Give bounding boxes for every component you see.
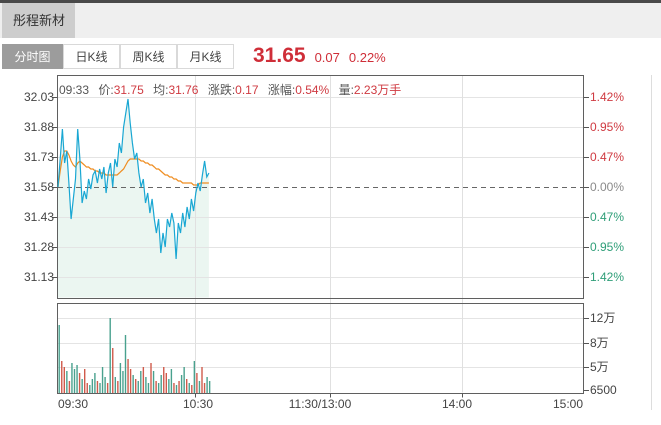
time-axis-label: 11:30/13:00	[288, 397, 352, 411]
price-axis-label: 31.13	[23, 270, 54, 284]
price-change-percent: 0.22%	[348, 50, 386, 65]
info-change-label: 涨跌:	[207, 83, 236, 97]
tab-daily-k[interactable]: 日K线	[63, 44, 120, 69]
quote-block: 31.65 0.07 0.22%	[253, 44, 386, 70]
info-price-value: 31.75	[113, 83, 144, 97]
price-axis-label: 31.88	[23, 120, 54, 134]
time-axis-label: 15:00	[552, 397, 583, 411]
header-bar: 彤程新材	[0, 3, 661, 38]
right-panel-divider	[651, 75, 652, 410]
info-avg-label: 均:	[153, 83, 169, 97]
percent-axis-label: 0.47%	[590, 150, 625, 164]
price-axis-label: 31.73	[23, 150, 54, 164]
info-avg-value: 31.76	[168, 83, 199, 97]
time-axis-label: 10:30	[182, 397, 214, 411]
crosshair-info-bar: 09:33 价:31.75 均:31.76 涨跌:0.17 涨幅:0.54% 量…	[59, 81, 401, 98]
stock-name: 彤程新材	[13, 13, 66, 28]
percent-axis-label: 0.00%	[590, 180, 625, 194]
tab-monthly-k[interactable]: 月K线	[177, 44, 234, 69]
price-axis-label: 32.03	[23, 90, 54, 104]
volume-axis-label: 12万	[590, 311, 616, 325]
info-change-value: 0.17	[235, 83, 259, 97]
stock-name-tab[interactable]: 彤程新材	[2, 3, 75, 38]
info-volume-label: 量:	[338, 83, 354, 97]
price-change: 0.07	[314, 50, 340, 65]
price-axis-label: 31.43	[23, 210, 54, 224]
percent-axis-label: 0.95%	[590, 240, 625, 254]
volume-axis-label: 5万	[590, 360, 609, 374]
volume-axis-label: 6500	[590, 383, 617, 397]
tab-weekly-k[interactable]: 周K线	[120, 44, 177, 69]
info-pct-value: 0.54%	[295, 83, 330, 97]
info-price-label: 价:	[98, 83, 114, 97]
chart-tabbar: 分时图 日K线 周K线 月K线	[0, 44, 661, 69]
info-time: 09:33	[59, 83, 90, 97]
time-axis-label: 14:00	[441, 397, 473, 411]
window-top-edge	[0, 0, 661, 3]
time-axis-label: 09:30	[58, 397, 89, 411]
volume-axis-label: 8万	[590, 336, 609, 350]
percent-axis-label: 1.42%	[590, 90, 625, 104]
last-price: 31.65	[253, 44, 306, 67]
info-volume-value: 2.23万手	[353, 83, 402, 97]
info-pct-label: 涨幅:	[267, 83, 296, 97]
percent-axis-label: 0.95%	[590, 120, 625, 134]
price-axis-label: 31.28	[23, 240, 54, 254]
price-axis-label: 31.58	[23, 180, 54, 194]
tab-intraday[interactable]: 分时图	[2, 44, 63, 69]
percent-axis-label: 0.47%	[590, 210, 625, 224]
percent-axis-label: 1.42%	[590, 270, 625, 284]
